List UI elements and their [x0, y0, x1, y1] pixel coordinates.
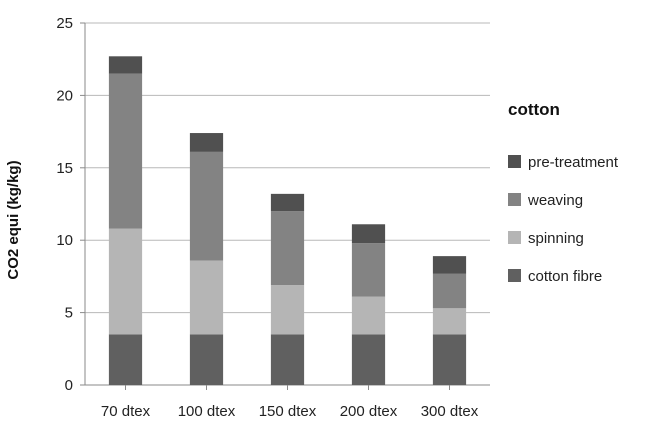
bar-segment-spinning	[270, 285, 305, 335]
legend-label: cotton fibre	[528, 268, 602, 285]
y-tick-label: 10	[56, 232, 73, 249]
y-tick-label: 5	[65, 305, 73, 322]
bar-segment-cotton-fibre	[189, 334, 224, 385]
bar-segment-pre-treatment	[270, 193, 305, 212]
x-tick-label: 200 dtex	[340, 403, 398, 420]
bar-segment-pre-treatment	[432, 256, 467, 274]
legend-swatch	[508, 155, 521, 168]
bar-segment-spinning	[108, 228, 143, 335]
legend-label: pre-treatment	[528, 154, 619, 171]
bars	[108, 56, 467, 385]
y-axis-title: CO2 equi (kg/kg)	[5, 160, 22, 279]
gridlines	[85, 22, 490, 314]
x-tick-label: 150 dtex	[259, 403, 317, 420]
bar-segment-cotton-fibre	[351, 334, 386, 385]
legend-label: spinning	[528, 230, 584, 247]
legend-swatch	[508, 193, 521, 206]
x-tick-label: 100 dtex	[178, 403, 236, 420]
bar-segment-cotton-fibre	[432, 334, 467, 385]
x-tick-label: 70 dtex	[101, 403, 151, 420]
y-tick-label: 20	[56, 87, 73, 104]
bar-segment-weaving	[270, 211, 305, 286]
bar-segment-weaving	[432, 273, 467, 309]
bar-segment-weaving	[108, 73, 143, 229]
legend-swatch	[508, 269, 521, 282]
y-tick-label: 0	[65, 377, 73, 394]
bar-segment-spinning	[351, 296, 386, 335]
bar-segment-pre-treatment	[351, 224, 386, 244]
bar-segment-weaving	[189, 151, 224, 261]
bar-segment-pre-treatment	[189, 133, 224, 152]
bar-segment-cotton-fibre	[270, 334, 305, 385]
bar-segment-pre-treatment	[108, 56, 143, 74]
bar-segment-spinning	[432, 308, 467, 335]
legend-label: weaving	[527, 192, 583, 209]
bar-segment-weaving	[351, 243, 386, 297]
y-tick-label: 15	[56, 160, 73, 177]
x-tick-label: 300 dtex	[421, 403, 479, 420]
tick-labels: 0 5 10 15 20 25 70 dtex 100 dtex 150 dtex 200 dte…	[56, 15, 478, 420]
legend: cotton pre-treatment weaving spinning cotto…	[508, 100, 619, 285]
legend-title: cotton	[508, 100, 560, 119]
legend-swatch	[508, 231, 521, 244]
bar-segment-cotton-fibre	[108, 334, 143, 385]
bar-segment-spinning	[189, 260, 224, 335]
y-tick-label: 25	[56, 15, 73, 32]
